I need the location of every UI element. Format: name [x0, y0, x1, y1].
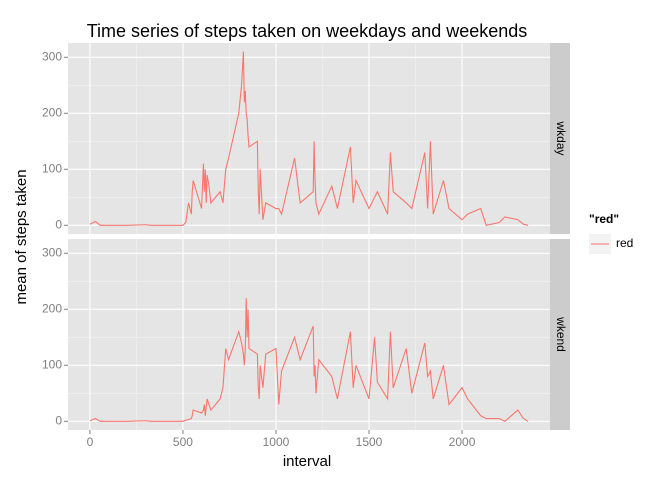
- legend-label: red: [616, 236, 633, 250]
- y-tick-label: 0: [55, 217, 62, 231]
- x-axis-title: interval: [283, 453, 331, 470]
- panel-background: [68, 43, 550, 234]
- data-line: [89, 51, 529, 226]
- x-tick-label: 0: [87, 435, 94, 449]
- y-tick-label: 300: [42, 49, 62, 63]
- panel-background: [68, 239, 550, 430]
- x-tick-label: 1000: [263, 435, 290, 449]
- chart-title: Time series of steps taken on weekdays a…: [87, 21, 528, 41]
- facet-label: wkday: [554, 120, 568, 155]
- facet-strip: [550, 239, 570, 430]
- y-axis-title: mean of steps taken: [13, 169, 30, 304]
- y-tick-label: 100: [42, 161, 62, 175]
- facet-strip: [550, 43, 570, 234]
- y-tick-label: 200: [42, 105, 62, 119]
- y-tick-label: 100: [42, 357, 62, 371]
- y-tick-label: 0: [55, 413, 62, 427]
- x-tick-label: 2000: [449, 435, 476, 449]
- x-tick-label: 1500: [356, 435, 383, 449]
- x-tick-label: 500: [173, 435, 193, 449]
- y-tick-label: 300: [42, 245, 62, 259]
- data-line: [89, 298, 529, 422]
- legend-title: "red": [589, 212, 619, 226]
- y-tick-label: 200: [42, 301, 62, 315]
- facet-label: wkend: [554, 316, 568, 352]
